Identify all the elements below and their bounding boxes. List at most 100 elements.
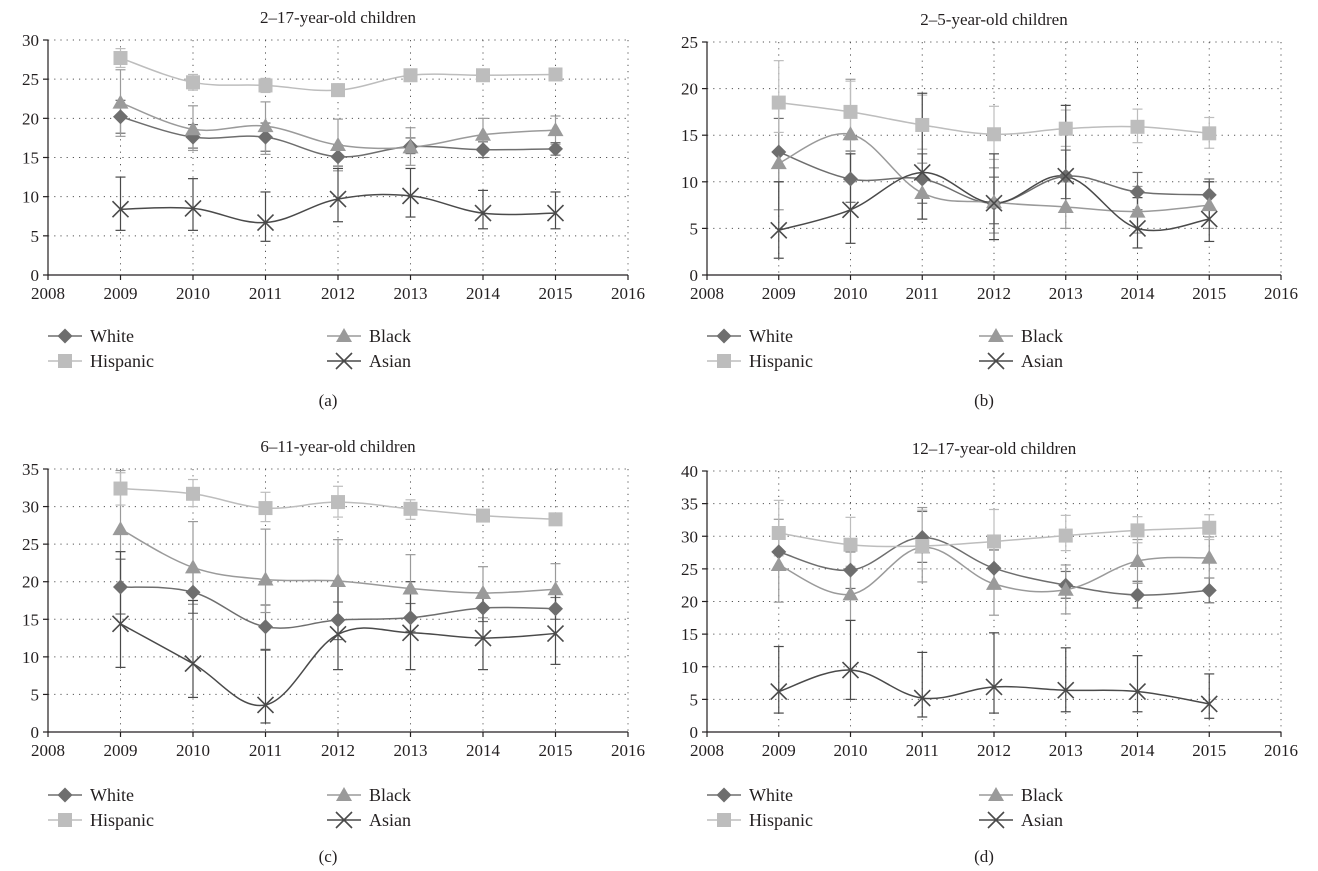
chart-b: 2–5-year-old children 0 5 10 15 20 25 2008 2009 2…	[681, 10, 1298, 410]
chart-a-point-black	[547, 122, 564, 137]
chart-d-legend-marker-black	[988, 787, 1004, 801]
chart-c-x-tick-label: 2011	[249, 741, 282, 760]
chart-c-point-black	[330, 572, 346, 587]
chart-a-point-asian	[401, 187, 420, 205]
chart-d-legend-label-asian: Asian	[1021, 810, 1063, 830]
chart-c-point-white	[475, 600, 491, 616]
chart-a-point-white	[258, 129, 273, 145]
chart-d-point-white	[986, 560, 1002, 576]
chart-c-x-tick-label: 2012	[321, 741, 355, 760]
chart-a-legend-label-black: Black	[369, 326, 411, 346]
chart-d-x-tick-label: 2013	[1049, 741, 1083, 760]
chart-c-point-asian	[256, 696, 275, 714]
chart-a-point-hispanic	[476, 68, 490, 83]
chart-a-point-asian	[111, 200, 130, 218]
chart-b-point-asian	[1128, 219, 1147, 237]
chart-c-point-hispanic	[258, 501, 273, 516]
chart-a-panel-label: (a)	[319, 391, 338, 410]
chart-b-x-tick-label: 2010	[834, 284, 868, 303]
chart-a-x-tick-label: 2008	[31, 284, 65, 303]
chart-c: 6–11-year-old children 0 5 10 15 20 25 30 35 2008…	[22, 437, 645, 866]
chart-b-legend-marker-asian	[987, 352, 1005, 370]
chart-d-point-hispanic	[1202, 520, 1217, 535]
chart-b-x-tick-label: 2015	[1192, 284, 1226, 303]
chart-b-point-asian	[841, 201, 860, 219]
chart-c-y-tick-label: 5	[31, 685, 40, 704]
chart-a-x-tick-label: 2013	[394, 284, 428, 303]
chart-d-x-tick-label: 2011	[906, 741, 939, 760]
chart-d-point-hispanic	[1058, 528, 1073, 543]
chart-a-x-tick-label: 2011	[249, 284, 282, 303]
chart-d-point-hispanic	[843, 537, 858, 552]
chart-c-y-tick-label: 0	[31, 723, 40, 742]
chart-d-y-tick-label: 0	[690, 723, 699, 742]
chart-a-point-asian	[256, 213, 275, 232]
chart-c-point-black	[185, 559, 201, 574]
chart-d-point-black	[1057, 581, 1074, 596]
chart-b-point-black	[1057, 198, 1074, 213]
chart-a-x-tick-label: 2012	[321, 284, 355, 303]
chart-a-point-hispanic	[403, 68, 418, 83]
chart-b-x-tick-label: 2013	[1049, 284, 1083, 303]
chart-c-legend-label-asian: Asian	[369, 810, 411, 830]
chart-c-x-tick-label: 2016	[611, 741, 645, 760]
chart-b-legend-label-asian: Asian	[1021, 351, 1063, 371]
chart-d-point-hispanic	[1130, 523, 1145, 538]
chart-b-point-black	[770, 155, 787, 170]
chart-a-legend-label-asian: Asian	[369, 351, 411, 371]
chart-a-point-hispanic	[186, 75, 200, 90]
chart-a-legend-label-white: White	[90, 326, 134, 346]
chart-a-point-asian	[184, 199, 202, 217]
chart-d-point-black	[770, 556, 787, 571]
chart-b-point-hispanic	[987, 127, 1001, 142]
chart-a-legend-marker-asian	[335, 352, 353, 370]
chart-d-y-tick-label: 35	[681, 495, 698, 514]
chart-c-y-tick-label: 25	[22, 535, 39, 554]
chart-d-point-black	[842, 586, 859, 601]
chart-c-point-black	[475, 584, 491, 599]
chart-a-point-hispanic	[113, 51, 128, 66]
chart-d-legend-marker-asian	[987, 811, 1005, 829]
chart-d-x-tick-label: 2015	[1192, 741, 1226, 760]
chart-c-legend-marker-white	[57, 787, 73, 803]
chart-a-legend-label-hispanic: Hispanic	[90, 351, 154, 371]
chart-b-y-tick-label: 0	[690, 266, 699, 285]
chart-d-point-asian	[985, 678, 1003, 696]
chart-d-title: 12–17-year-old children	[912, 439, 1077, 458]
chart-b-y-tick-label: 20	[681, 80, 698, 99]
chart-b-point-hispanic	[1130, 119, 1145, 134]
chart-b-x-tick-label: 2012	[977, 284, 1011, 303]
chart-c-point-asian	[401, 624, 420, 642]
chart-c-point-black	[257, 571, 274, 586]
chart-d-point-hispanic	[771, 525, 786, 540]
chart-b-point-white	[843, 171, 858, 187]
chart-b-panel-label: (b)	[974, 391, 994, 410]
chart-d-point-white	[1130, 587, 1145, 603]
chart-a-point-black	[185, 121, 201, 136]
chart-c-point-hispanic	[548, 512, 563, 527]
chart-b-legend-label-white: White	[749, 326, 793, 346]
chart-c-point-white	[185, 584, 201, 600]
chart-c-point-black	[547, 581, 564, 596]
chart-b-point-asian	[1200, 210, 1218, 228]
chart-d-point-white	[1201, 582, 1217, 598]
chart-d-point-hispanic	[915, 539, 930, 554]
chart-c-point-white	[258, 619, 273, 635]
chart-b-x-tick-label: 2016	[1264, 284, 1298, 303]
chart-b-y-tick-label: 10	[681, 173, 698, 192]
chart-c-y-tick-label: 20	[22, 573, 39, 592]
chart-b-title: 2–5-year-old children	[920, 10, 1068, 29]
chart-b-point-hispanic	[915, 117, 930, 132]
chart-a-x-tick-label: 2016	[611, 284, 645, 303]
chart-d-y-tick-label: 25	[681, 560, 698, 579]
chart-d-point-hispanic	[987, 534, 1001, 549]
chart-a-x-tick-label: 2015	[539, 284, 573, 303]
chart-c-point-hispanic	[186, 486, 200, 501]
chart-d-y-tick-label: 30	[681, 527, 698, 546]
chart-b-point-black	[914, 184, 931, 199]
chart-a-legend-marker-black	[336, 328, 352, 342]
chart-c-legend-label-hispanic: Hispanic	[90, 810, 154, 830]
chart-b-legend-marker-black	[988, 328, 1004, 342]
chart-b-point-hispanic	[1202, 126, 1217, 141]
chart-b-point-asian	[913, 163, 931, 182]
